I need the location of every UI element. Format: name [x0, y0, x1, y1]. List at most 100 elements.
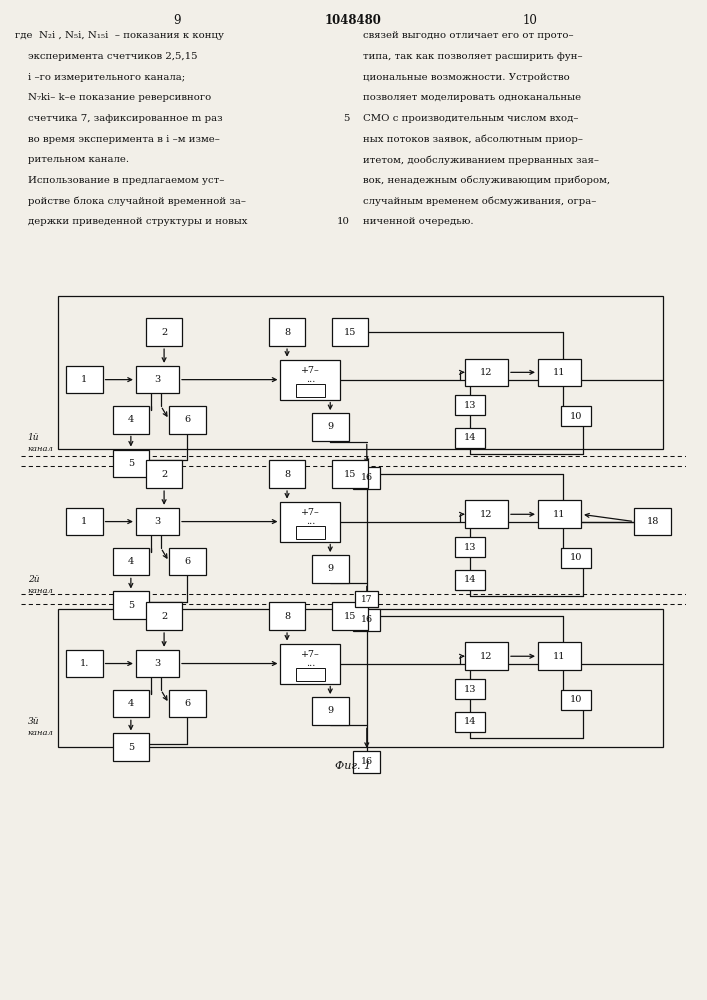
- Text: канал: канал: [28, 729, 54, 737]
- Bar: [464, 642, 508, 670]
- Bar: [296, 526, 325, 539]
- Text: СМО с производительным числом вход–: СМО с производительным числом вход–: [363, 114, 578, 123]
- Text: 9: 9: [327, 422, 333, 431]
- Text: 15: 15: [344, 328, 356, 337]
- Text: 5: 5: [128, 743, 134, 752]
- Bar: [112, 733, 149, 761]
- Text: 16: 16: [361, 757, 373, 766]
- Text: 16: 16: [361, 615, 373, 624]
- Text: i –го измерительного канала;: i –го измерительного канала;: [15, 73, 185, 82]
- Text: ройстве блока случайной временной за–: ройстве блока случайной временной за–: [15, 197, 246, 206]
- Text: 9: 9: [327, 564, 333, 573]
- Text: 3: 3: [154, 375, 160, 384]
- Bar: [269, 602, 305, 630]
- Text: 10: 10: [570, 412, 583, 421]
- Text: 18: 18: [646, 517, 659, 526]
- Bar: [455, 537, 485, 557]
- Text: вок, ненадежным обслуживающим прибором,: вок, ненадежным обслуживающим прибором,: [363, 176, 610, 185]
- Bar: [169, 548, 206, 575]
- Bar: [312, 413, 349, 441]
- Text: Фиг. 1: Фиг. 1: [335, 761, 372, 771]
- Bar: [146, 318, 182, 346]
- Text: 11: 11: [554, 652, 566, 661]
- Text: итетом, дообслуживанием прерванных зая–: итетом, дообслуживанием прерванных зая–: [363, 155, 599, 165]
- Bar: [312, 697, 349, 725]
- Text: 2: 2: [161, 328, 168, 337]
- Text: 12: 12: [480, 652, 493, 661]
- Bar: [354, 609, 380, 631]
- Bar: [455, 712, 485, 732]
- Bar: [455, 679, 485, 699]
- Text: 14: 14: [464, 717, 476, 726]
- Text: 1.: 1.: [80, 659, 89, 668]
- Text: рительном канале.: рительном канале.: [15, 155, 129, 164]
- Text: 3й: 3й: [28, 717, 40, 726]
- Bar: [66, 508, 103, 535]
- Text: 1: 1: [81, 517, 88, 526]
- Bar: [464, 500, 508, 528]
- Bar: [136, 650, 179, 677]
- Text: 8: 8: [284, 328, 290, 337]
- Text: циональные возможности. Устройство: циональные возможности. Устройство: [363, 73, 570, 82]
- Text: N₇ki– k–е показание реверсивного: N₇ki– k–е показание реверсивного: [15, 93, 211, 102]
- Text: позволяет моделировать одноканальные: позволяет моделировать одноканальные: [363, 93, 581, 102]
- Text: 14: 14: [464, 575, 476, 584]
- Bar: [561, 548, 591, 568]
- Text: 2: 2: [161, 612, 168, 621]
- Text: ...: ...: [305, 659, 315, 668]
- Bar: [332, 602, 368, 630]
- Text: 8: 8: [284, 470, 290, 479]
- Text: ...: ...: [305, 517, 315, 526]
- Text: канал: канал: [28, 587, 54, 595]
- Bar: [354, 467, 380, 489]
- Bar: [112, 690, 149, 717]
- Text: ...: ...: [305, 375, 315, 384]
- Bar: [296, 384, 325, 397]
- Bar: [136, 508, 179, 535]
- Text: 13: 13: [464, 685, 476, 694]
- Bar: [146, 602, 182, 630]
- Text: +7–: +7–: [301, 508, 320, 517]
- Text: счетчика 7, зафиксированное m раз: счетчика 7, зафиксированное m раз: [15, 114, 223, 123]
- Text: 14: 14: [464, 433, 476, 442]
- Text: 10: 10: [570, 695, 583, 704]
- Bar: [146, 460, 182, 488]
- Bar: [136, 366, 179, 393]
- Bar: [455, 395, 485, 415]
- Text: 5: 5: [128, 459, 134, 468]
- Text: где  N₂i , N₅i, N₁₅i  – показания к концу: где N₂i , N₅i, N₁₅i – показания к концу: [15, 31, 224, 40]
- Text: 6: 6: [185, 699, 190, 708]
- Bar: [296, 668, 325, 681]
- Text: 9: 9: [173, 14, 181, 27]
- Text: 2: 2: [161, 470, 168, 479]
- Text: типа, так как позволяет расширить фун–: типа, так как позволяет расширить фун–: [363, 52, 583, 61]
- Bar: [112, 406, 149, 434]
- Text: эксперимента счетчиков 2,5,15: эксперимента счетчиков 2,5,15: [15, 52, 197, 61]
- Bar: [332, 460, 368, 488]
- Text: 4: 4: [128, 699, 134, 708]
- Text: 10: 10: [337, 217, 350, 226]
- Text: 2й: 2й: [28, 575, 40, 584]
- Bar: [112, 450, 149, 477]
- Text: 11: 11: [554, 510, 566, 519]
- Bar: [281, 644, 340, 684]
- Bar: [112, 591, 149, 619]
- Bar: [538, 359, 581, 386]
- Bar: [112, 548, 149, 575]
- Text: 13: 13: [464, 543, 476, 552]
- Text: 1048480: 1048480: [325, 14, 382, 27]
- Text: 4: 4: [128, 415, 134, 424]
- Bar: [269, 460, 305, 488]
- Text: ниченной очередью.: ниченной очередью.: [363, 217, 474, 226]
- Text: 3: 3: [154, 659, 160, 668]
- Text: канал: канал: [28, 445, 54, 453]
- Bar: [538, 500, 581, 528]
- Bar: [455, 428, 485, 448]
- Bar: [312, 555, 349, 583]
- Text: 5: 5: [344, 114, 350, 123]
- Text: 8: 8: [284, 612, 290, 621]
- Text: Использование в предлагаемом уст–: Использование в предлагаемом уст–: [15, 176, 224, 185]
- Text: +7–: +7–: [301, 650, 320, 659]
- Text: 15: 15: [344, 612, 356, 621]
- Bar: [464, 359, 508, 386]
